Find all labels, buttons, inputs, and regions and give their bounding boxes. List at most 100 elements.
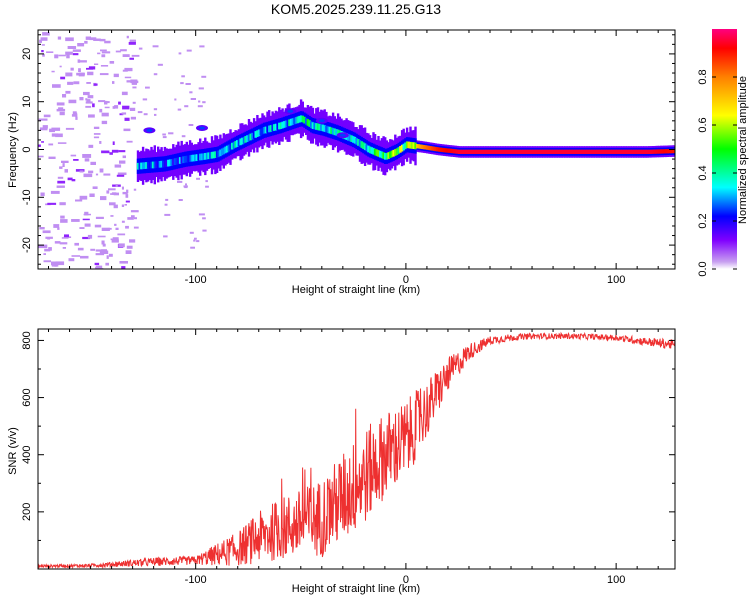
ridge-core bbox=[395, 148, 399, 155]
noise-speck bbox=[60, 219, 68, 223]
noise-speck bbox=[85, 98, 88, 101]
noise-speck bbox=[115, 227, 119, 230]
ridge-core bbox=[355, 138, 358, 145]
noise-speck bbox=[89, 37, 97, 41]
noise-speck bbox=[185, 183, 187, 186]
ridge-core bbox=[589, 149, 592, 154]
ridge-core bbox=[310, 121, 313, 129]
noise-speck bbox=[121, 204, 125, 207]
noise-speck bbox=[86, 67, 94, 70]
noise-speck bbox=[100, 196, 107, 201]
ridge-core bbox=[592, 149, 595, 154]
noise-speck bbox=[38, 244, 48, 249]
ridge-core bbox=[649, 149, 653, 154]
noise-speck bbox=[47, 202, 57, 205]
noise-speck bbox=[113, 204, 118, 209]
noise-speck bbox=[65, 37, 74, 42]
ridge-core bbox=[168, 159, 172, 167]
noise-speck bbox=[65, 127, 75, 130]
ridge-core bbox=[459, 149, 463, 154]
x-tick-label: -100 bbox=[185, 574, 207, 586]
noise-speck bbox=[103, 173, 111, 176]
ridge-core bbox=[404, 142, 407, 150]
ridge-core bbox=[242, 136, 246, 144]
ridge-core bbox=[491, 149, 495, 154]
ridge-core bbox=[231, 142, 234, 150]
noise-speck bbox=[111, 149, 119, 153]
noise-speck bbox=[93, 136, 100, 139]
spectrogram-ridge bbox=[136, 99, 675, 185]
noise-speck bbox=[60, 76, 66, 80]
noise-speck bbox=[201, 75, 207, 78]
ridge-core bbox=[315, 123, 318, 130]
ridge-core bbox=[299, 115, 303, 123]
ridge-core bbox=[468, 149, 471, 154]
ridge-core bbox=[673, 148, 675, 154]
ridge-core bbox=[158, 161, 162, 168]
ridge-core bbox=[390, 150, 394, 158]
ridge-core bbox=[222, 147, 225, 155]
noise-speck bbox=[118, 150, 126, 153]
noise-speck bbox=[62, 163, 65, 167]
ridge-core bbox=[417, 144, 421, 149]
ridge-core bbox=[308, 120, 311, 127]
ridge-core bbox=[604, 149, 607, 154]
ridge-core bbox=[575, 149, 579, 154]
noise-speck bbox=[114, 164, 122, 168]
noise-speck bbox=[67, 177, 73, 181]
noise-speck bbox=[58, 54, 66, 57]
noise-speck bbox=[127, 217, 134, 220]
ridge-core bbox=[429, 146, 432, 151]
ridge-core bbox=[197, 154, 200, 161]
ridge-core bbox=[207, 152, 210, 160]
x-tick-label: 100 bbox=[607, 274, 625, 286]
ridge-core bbox=[456, 149, 459, 154]
noise-speck bbox=[183, 185, 188, 188]
y-tick-label: 800 bbox=[21, 331, 33, 349]
noise-speck bbox=[59, 242, 68, 245]
ridge-core bbox=[671, 148, 674, 154]
noise-speck bbox=[133, 226, 139, 229]
noise-speck bbox=[57, 227, 60, 230]
noise-speck bbox=[99, 73, 109, 76]
ridge-core bbox=[288, 119, 291, 127]
ridge-core bbox=[634, 149, 637, 154]
ridge-core bbox=[352, 136, 355, 143]
noise-speck bbox=[163, 235, 168, 238]
noise-speck bbox=[93, 126, 100, 129]
ridge-core bbox=[617, 149, 621, 154]
ridge-core bbox=[629, 149, 632, 154]
noise-speck bbox=[119, 261, 128, 264]
ridge-core bbox=[303, 116, 306, 124]
ridge-core bbox=[224, 146, 227, 154]
noise-speck bbox=[59, 65, 62, 68]
ridge-core bbox=[150, 161, 153, 169]
ridge-core bbox=[151, 161, 155, 169]
noise-speck bbox=[112, 237, 119, 240]
ridge-core bbox=[271, 124, 274, 132]
noise-speck bbox=[124, 67, 133, 72]
ridge-core bbox=[392, 149, 395, 157]
noise-speck bbox=[137, 111, 143, 114]
ridge-core bbox=[626, 149, 629, 154]
noise-speck bbox=[43, 114, 51, 118]
ridge-core bbox=[268, 125, 271, 133]
noise-speck bbox=[48, 143, 54, 146]
ridge-core bbox=[495, 149, 498, 154]
noise-speck bbox=[153, 73, 158, 76]
ridge-core bbox=[247, 134, 251, 142]
ridge-core bbox=[479, 149, 483, 154]
noise-speck bbox=[102, 243, 106, 247]
noise-speck bbox=[38, 144, 41, 147]
ridge-core bbox=[666, 149, 669, 154]
ridge-core bbox=[237, 139, 241, 146]
noise-speck bbox=[40, 192, 45, 197]
ridge-core bbox=[599, 149, 602, 154]
ridge-core bbox=[188, 155, 192, 162]
ridge-core bbox=[565, 149, 569, 154]
ridge-core bbox=[214, 151, 217, 158]
ridge-core bbox=[170, 159, 173, 166]
noise-speck bbox=[56, 185, 65, 188]
ridge-core bbox=[140, 162, 143, 170]
spectrogram-y-label: Frequency (Hz) bbox=[7, 112, 19, 188]
